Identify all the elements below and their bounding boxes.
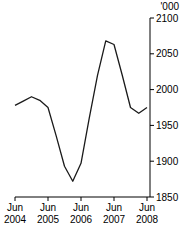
x-tick <box>15 197 16 201</box>
x-tick-label: Jun2006 <box>70 202 93 225</box>
x-tick-label-line: Jun <box>7 202 23 213</box>
y-tick <box>150 89 154 90</box>
y-tick-label: 1850 <box>156 192 179 203</box>
y-tick <box>150 125 154 126</box>
x-axis <box>15 197 150 198</box>
x-tick-label-line: Jun <box>40 202 56 213</box>
x-tick-label: Jun2008 <box>136 202 159 225</box>
y-tick <box>150 197 154 198</box>
y-tick-label: 2000 <box>156 84 179 95</box>
y-tick-label: 2100 <box>156 13 179 24</box>
plot-area <box>15 41 147 181</box>
y-tick <box>150 53 154 54</box>
chart: 185019001950200020502100'000Jun2004Jun20… <box>0 0 181 231</box>
x-tick-label-line: Jun <box>73 202 89 213</box>
x-tick-label-line: 2004 <box>4 214 27 225</box>
x-tick <box>114 197 115 201</box>
x-tick-label-line: Jun <box>106 202 122 213</box>
y-tick-label: 2050 <box>156 48 179 59</box>
x-tick <box>147 197 148 201</box>
x-tick-label: Jun2004 <box>4 202 27 225</box>
x-tick <box>48 197 49 201</box>
x-tick <box>81 197 82 201</box>
y-axis-label: '000 <box>160 1 179 12</box>
y-tick-label: 1900 <box>156 156 179 167</box>
y-axis <box>150 18 151 197</box>
x-tick-label: Jun2007 <box>103 202 126 225</box>
series-line <box>15 41 147 181</box>
y-tick <box>150 161 154 162</box>
x-tick-label-line: 2006 <box>70 214 93 225</box>
y-tick-label: 1950 <box>156 120 179 131</box>
x-tick-label: Jun2005 <box>37 202 60 225</box>
x-tick-label-line: Jun <box>139 202 155 213</box>
x-tick-label-line: 2007 <box>103 214 126 225</box>
y-tick <box>150 18 154 19</box>
x-tick-label-line: 2005 <box>37 214 60 225</box>
x-tick-label-line: 2008 <box>136 214 159 225</box>
